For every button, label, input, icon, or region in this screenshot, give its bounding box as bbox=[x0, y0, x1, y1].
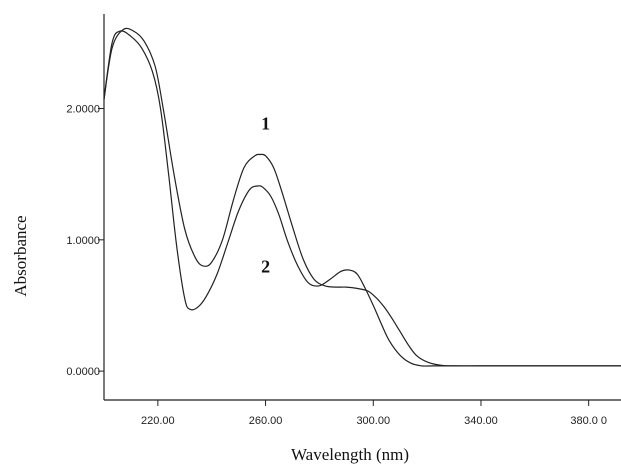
series-layer bbox=[103, 27, 621, 367]
series-line-1 bbox=[103, 27, 621, 367]
x-tick-label-3: 340.00 bbox=[464, 415, 498, 427]
x-tick-label-1: 260.00 bbox=[249, 415, 283, 427]
x-tick-label-0: 220.00 bbox=[141, 415, 175, 427]
y-tick-label-0: 0.0000 bbox=[66, 366, 100, 378]
y-tick-label-1: 1.0000 bbox=[66, 235, 100, 247]
y-axis-title: Absorbance bbox=[11, 215, 30, 296]
axes bbox=[103, 14, 621, 401]
curve-label-1: 1 bbox=[261, 114, 270, 134]
x-tick-label-4: 380.0 0 bbox=[570, 415, 607, 427]
annotation-layer: 12 bbox=[261, 114, 270, 277]
series-line-2 bbox=[103, 30, 621, 367]
x-tick-label-2: 300.00 bbox=[356, 415, 390, 427]
y-tick-label-2: 2.0000 bbox=[66, 104, 100, 116]
x-axis-title: Wavelength (nm) bbox=[291, 445, 409, 464]
curve-label-2: 2 bbox=[261, 257, 270, 277]
ticks: 0.0000 1.0000 2.0000 220.00 260.00 300.00 340.… bbox=[66, 104, 607, 427]
